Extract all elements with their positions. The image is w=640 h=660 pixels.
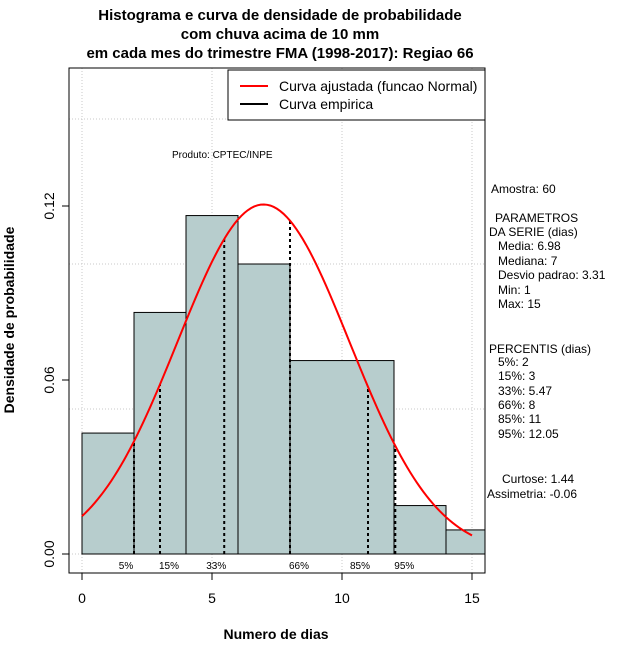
param-mediana: Mediana: 7 [498, 254, 558, 268]
normal-fit-curve [81, 203, 473, 537]
legend-label-normal: Curva ajustada (funcao Normal) [279, 78, 477, 94]
histogram-bar-0 [81, 432, 135, 555]
percentile-label-3: 66% [289, 561, 309, 572]
percentile-label-4: 85% [350, 561, 370, 572]
legend: Curva ajustada (funcao Normal) Curva emp… [227, 69, 486, 121]
x-tick-label-1: 5 [208, 590, 216, 606]
params-subtitle: DA SERIE (dias) [489, 225, 578, 239]
param-max: Max: 15 [498, 297, 541, 311]
x-axis-label: Numero de dias [223, 626, 328, 642]
histogram-bar-2 [185, 215, 239, 555]
param-desvio: Desvio padrao: 3.31 [498, 268, 606, 282]
percentil-95: 95%: 12.05 [498, 427, 559, 441]
y-tick-label-2: 0.12 [41, 192, 57, 219]
percentile-label-1: 15% [159, 561, 179, 572]
percentile-label-5: 95% [394, 561, 414, 572]
legend-box [227, 69, 486, 121]
chart-title-line-1: Histograma e curva de densidade de proba… [98, 7, 462, 24]
param-min: Min: 1 [498, 283, 531, 297]
assimetria-value: Assimetria: -0.06 [487, 487, 578, 501]
chart-title-line-3: em cada mes do trimestre FMA (1998-2017)… [86, 45, 474, 62]
histogram-bar-5 [393, 505, 447, 555]
x-tick-label-2: 10 [334, 590, 350, 606]
bars-layer [81, 215, 486, 555]
x-tick-label-0: 0 [78, 590, 86, 606]
histogram-bar-6 [445, 529, 486, 555]
percentis-title: PERCENTIS (dias) [489, 342, 592, 356]
legend-label-empirical: Curva empirica [279, 96, 373, 112]
percentil-66: 66%: 8 [498, 398, 536, 412]
sample-size: Amostra: 60 [491, 182, 556, 196]
y-tick-label-0: 0.00 [41, 540, 57, 567]
percentil-5: 5%: 2 [498, 355, 529, 369]
params-title: PARAMETROS [495, 211, 579, 225]
param-media: Media: 6.98 [498, 239, 561, 253]
axis-layer: 0 5 10 15 0.00 0.06 0.12 [41, 192, 480, 606]
curtose-value: Curtose: 1.44 [502, 472, 575, 486]
curve-layer [81, 203, 473, 537]
chart-title-line-2: com chuva acima de 10 mm [180, 26, 380, 43]
y-axis-label: Densidade de probabilidade [1, 226, 17, 413]
x-tick-label-3: 15 [464, 590, 480, 606]
percentile-layer: 5% 15% 33% 66% 85% 95% [119, 220, 414, 572]
percentil-85: 85%: 11 [498, 412, 542, 426]
y-tick-label-1: 0.06 [41, 366, 57, 393]
histogram-bar-3 [237, 263, 291, 555]
percentil-15: 15%: 3 [498, 369, 536, 383]
percentil-33: 33%: 5.47 [498, 384, 553, 398]
annotation-text: Produto: CPTEC/INPE [172, 150, 273, 161]
percentile-label-2: 33% [206, 561, 226, 572]
percentile-label-0: 5% [119, 561, 134, 572]
histogram-bar-4 [289, 360, 395, 555]
